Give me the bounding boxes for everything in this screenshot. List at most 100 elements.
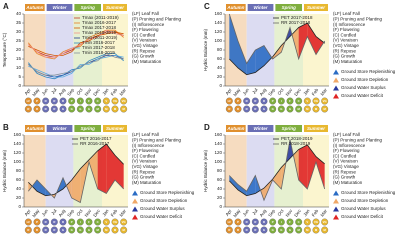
phenology-label: G — [263, 228, 265, 232]
panel-label: D — [204, 123, 210, 132]
x-tick-label: Oct — [76, 208, 85, 217]
legend-label: RR 2016-2017 — [80, 141, 110, 146]
phenology-circle — [76, 218, 84, 226]
balance-area — [246, 50, 256, 75]
axes — [224, 135, 329, 208]
panel-label: C — [204, 2, 210, 11]
season-label-box — [247, 125, 274, 132]
x-tick-label: Apr — [24, 87, 32, 96]
phenology-label: R — [246, 220, 248, 224]
phenology-circle — [42, 105, 50, 113]
phenology-circle — [295, 105, 303, 113]
y-tick-label: 60 — [217, 56, 223, 61]
phenology-circle — [68, 105, 76, 113]
y-tick-label: 140 — [13, 141, 21, 146]
phenology-circle — [68, 218, 76, 226]
season-label: Summer — [307, 5, 325, 10]
balance-area — [316, 156, 325, 189]
phenology-circle — [42, 97, 50, 105]
y-tick-label: 30 — [16, 29, 22, 34]
y-tick-label: 100 — [214, 38, 222, 43]
legend-label: PET 2016-2017 — [80, 136, 112, 141]
key-balance: Ground Water Surplus — [341, 206, 386, 211]
season-label-box — [275, 125, 302, 132]
phenology-circle — [269, 105, 277, 113]
key-balance: Ground Store Replenishing — [341, 190, 396, 195]
key-stage: (LF) Leaf Fall — [333, 11, 360, 16]
phenology-label: G — [88, 228, 90, 232]
phenology-circle — [85, 97, 93, 105]
panel: Autumn Winter Spring Summer D Hydric Balance … — [203, 123, 396, 234]
x-tick-label: Oct — [277, 87, 286, 96]
phenology-circle — [269, 218, 277, 226]
phenology-label: VG — [122, 99, 126, 103]
series-line — [229, 139, 326, 202]
phenology-label: C — [97, 99, 99, 103]
phenology-label: M — [96, 228, 99, 232]
phenology-label: G — [79, 107, 81, 111]
season-band — [73, 14, 102, 86]
key-stage: (LF) Leaf Fall — [132, 11, 159, 16]
phenology-label: P — [36, 99, 38, 103]
key-balance: Ground Store Replenishing — [341, 69, 396, 74]
phenology-circle — [225, 218, 233, 226]
season-label-box — [25, 4, 45, 11]
phenology-circle — [59, 218, 67, 226]
phenology-circle — [260, 97, 268, 105]
phenology-circle — [251, 218, 259, 226]
season-label: Winter — [254, 5, 268, 10]
y-tick-label: 20 — [16, 47, 22, 52]
key-icon — [333, 69, 339, 75]
phenology-circle — [277, 226, 285, 234]
y-tick-label: 5 — [18, 74, 21, 79]
phenology-label: R — [237, 228, 239, 232]
panel-label: A — [3, 2, 9, 11]
x-tick-label: Oct — [76, 87, 85, 96]
y-tick-label: 20 — [217, 74, 223, 79]
phenology-label: G — [263, 107, 265, 111]
phenology-circle — [50, 226, 58, 234]
phenology-label: V — [306, 220, 308, 224]
phenology-circle — [225, 105, 233, 113]
season-label-box — [25, 125, 45, 132]
phenology-label: R — [36, 107, 38, 111]
key-stage: (R) Repose — [333, 48, 357, 53]
phenology-label: M — [315, 228, 318, 232]
balance-area — [298, 23, 308, 59]
phenology-label: G — [62, 228, 64, 232]
phenology-circle — [120, 218, 128, 226]
y-tick-label: 0 — [219, 204, 222, 209]
phenology-circle — [312, 226, 320, 234]
legend-label: PET 2018-2019 — [281, 136, 313, 141]
key-balance: Ground Store Depletion — [341, 77, 389, 82]
phenology-label: R — [62, 220, 64, 224]
x-tick-label: Jul — [251, 87, 258, 95]
series-line — [228, 13, 326, 65]
x-tick-label: May — [31, 87, 40, 97]
phenology-circle — [76, 97, 84, 105]
phenology-label: P — [71, 99, 73, 103]
x-tick-label: Apr — [24, 208, 32, 217]
y-tick-label: 80 — [16, 168, 22, 173]
phenology-circle — [59, 226, 67, 234]
phenology-label: P — [36, 220, 38, 224]
phenology-circle — [286, 218, 294, 226]
key-stage: (R) Repose — [132, 169, 156, 174]
season-band — [246, 135, 275, 207]
balance-area — [264, 45, 272, 66]
key-icon — [333, 77, 339, 83]
phenology-label: R — [254, 99, 256, 103]
balance-area — [298, 144, 308, 189]
phenology-label: R — [53, 99, 55, 103]
key-stage: (V) Veraison — [333, 159, 358, 164]
key-stage: (VG) Vintage — [132, 43, 158, 48]
phenology-circle — [277, 97, 285, 105]
key-icon — [333, 190, 339, 196]
key-icon — [333, 214, 339, 220]
phenology-circle — [24, 226, 32, 234]
phenology-label: R — [53, 228, 55, 232]
season-label-box — [46, 4, 73, 11]
phenology-label: M — [315, 107, 318, 111]
phenology-label: R — [263, 220, 265, 224]
season-label-box — [275, 4, 302, 11]
